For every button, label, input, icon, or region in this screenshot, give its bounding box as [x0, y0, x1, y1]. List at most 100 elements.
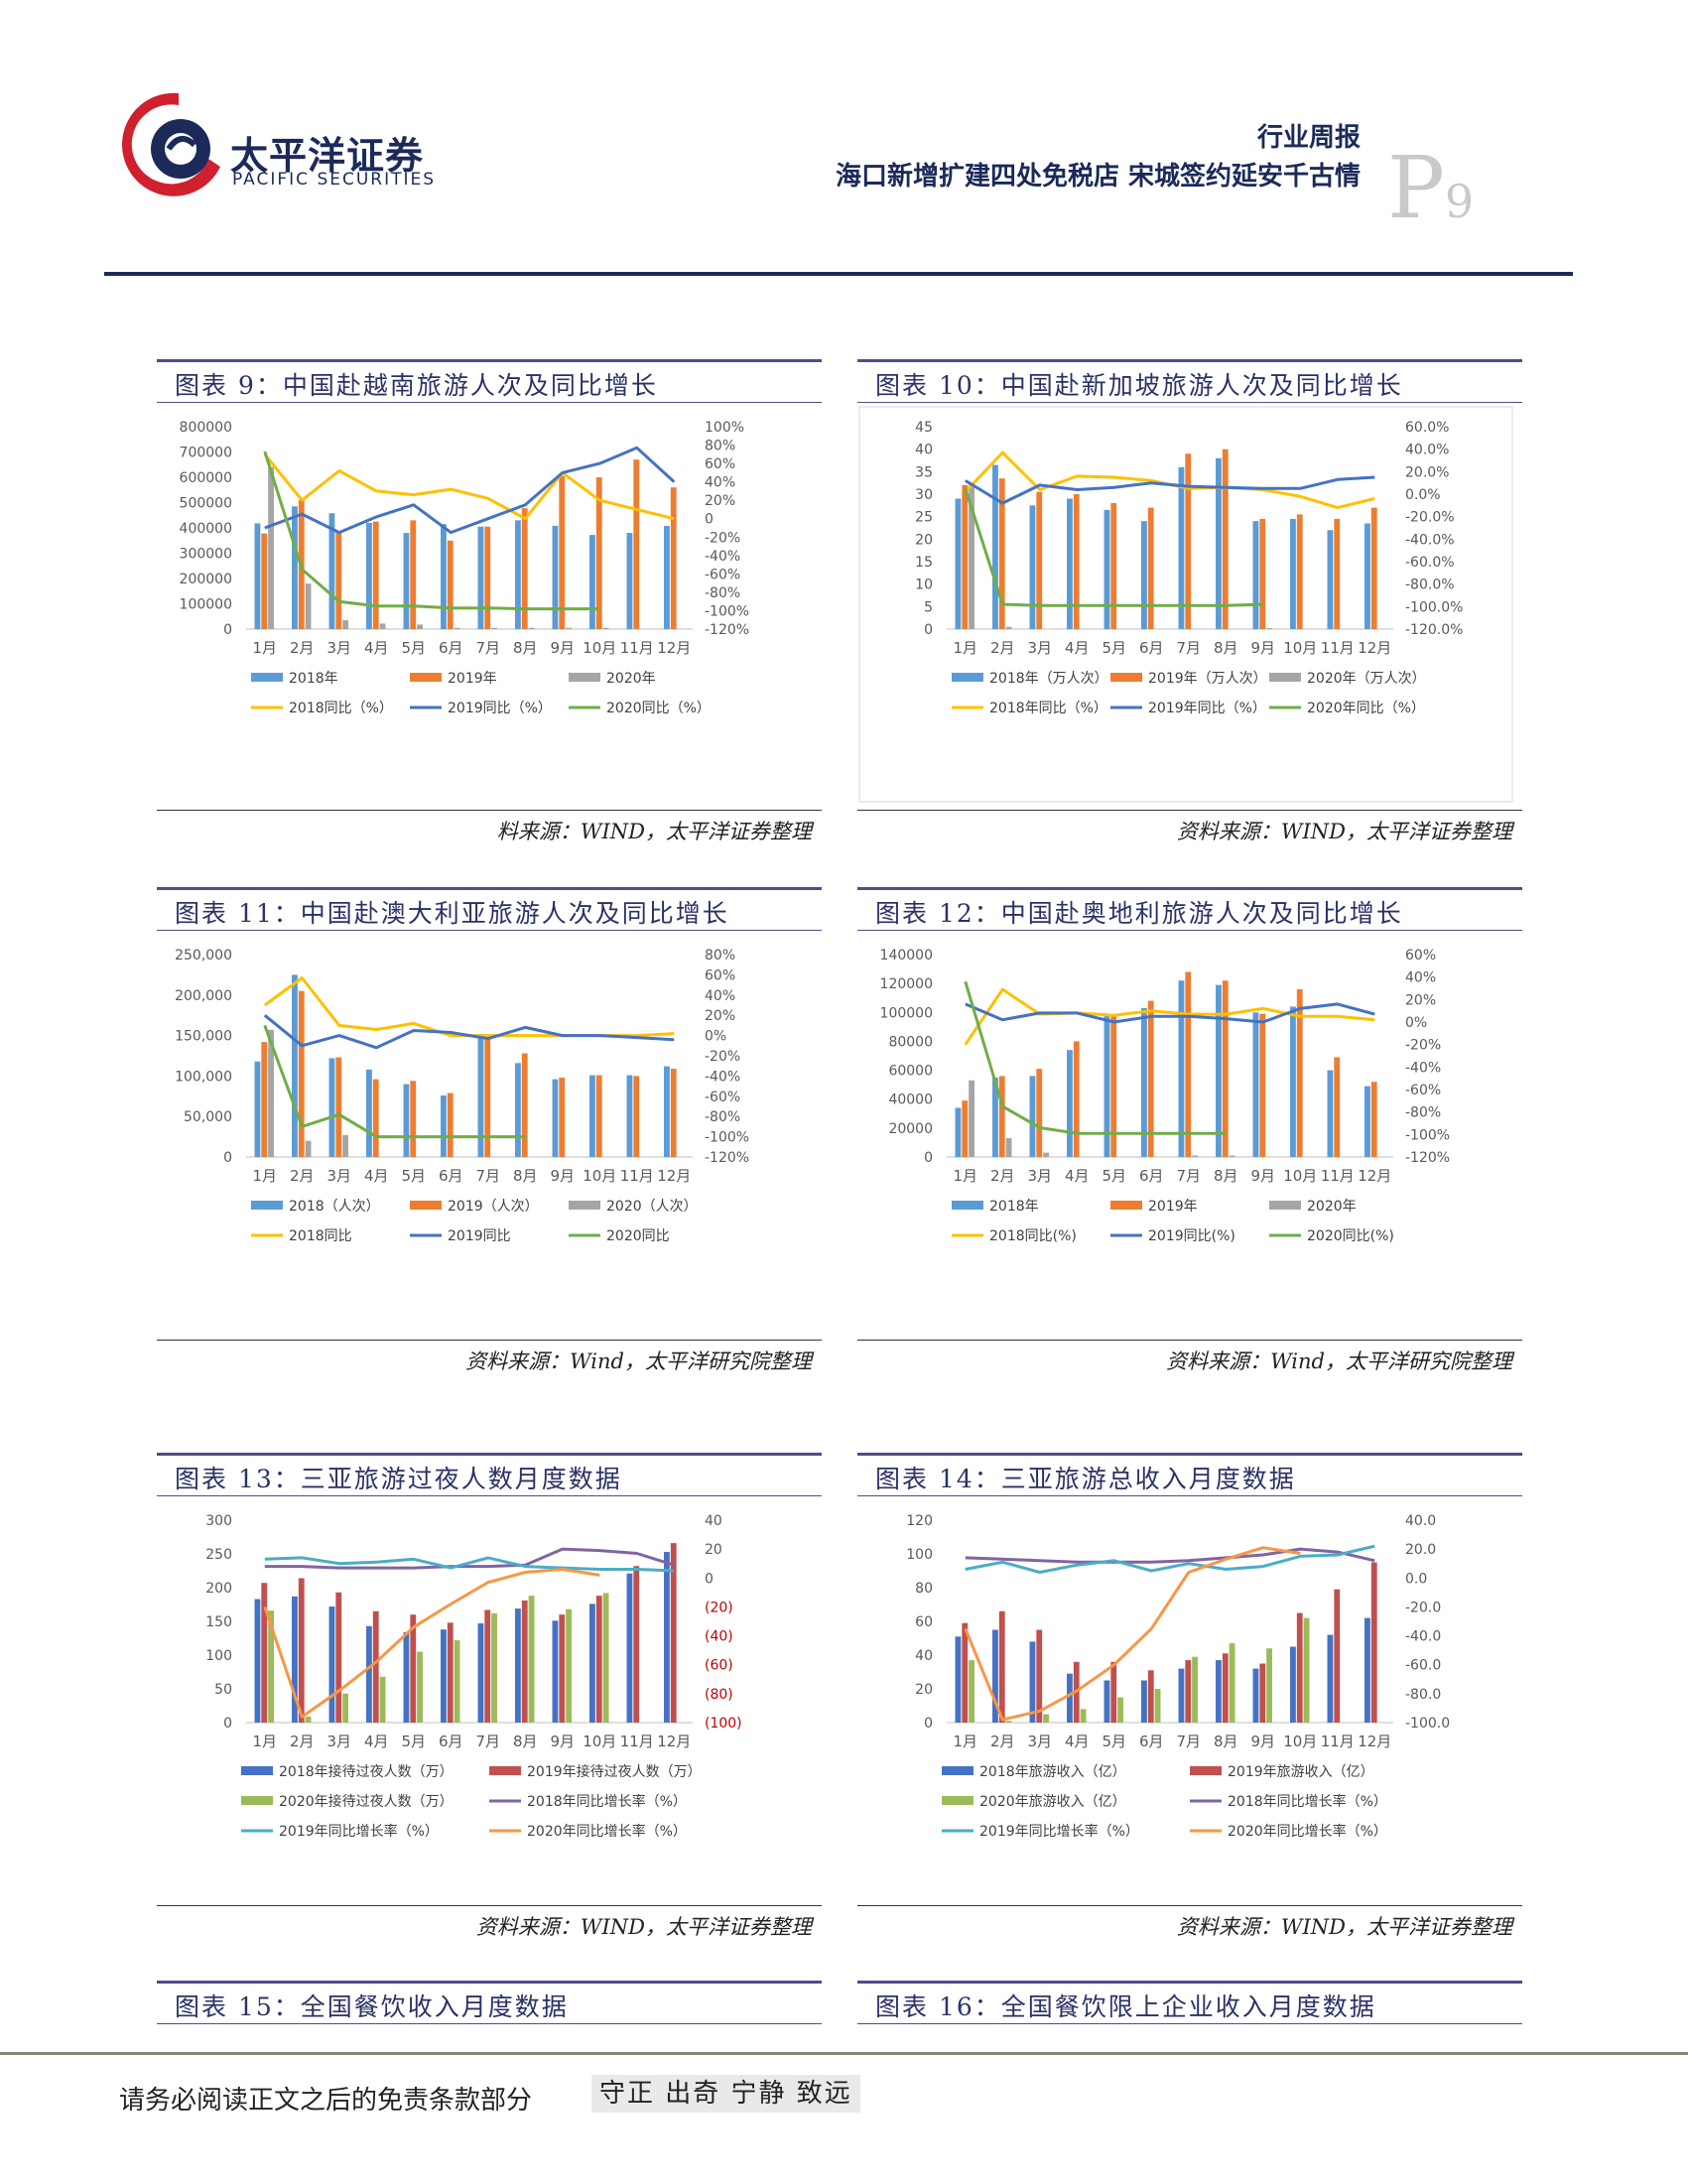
legend-swatch — [241, 1796, 273, 1805]
line-series-2 — [965, 1544, 1375, 1574]
bar-1 — [955, 1636, 962, 1723]
legend-label: 2018年 — [289, 671, 338, 687]
legend-label: 2018年旅游收入（亿） — [979, 1764, 1126, 1780]
bar-3 — [1005, 1138, 1012, 1157]
legend-swatch — [942, 1766, 974, 1775]
legend-swatch — [489, 1766, 521, 1775]
legend-swatch — [1110, 1201, 1142, 1210]
y-right-tick-label: 20.0% — [1405, 464, 1449, 480]
bar-2 — [1259, 518, 1266, 629]
bar-2 — [633, 459, 640, 629]
chart-9: 800000 700000 600000 500000 400000 300000 2000… — [180, 420, 750, 716]
bar-1 — [1141, 521, 1147, 629]
bar-3 — [969, 1080, 974, 1157]
legend-label: 2019年同比增长率（%） — [979, 1823, 1139, 1840]
x-tick-label: 3月 — [326, 639, 351, 657]
legend-label: 2020年旅游收入（亿） — [979, 1794, 1126, 1810]
y-left-tick-label: 20000 — [888, 1121, 933, 1137]
y-left-tick-label: 700000 — [180, 446, 232, 461]
bar-2 — [1110, 1661, 1117, 1723]
bar-2 — [962, 484, 969, 629]
y-right-tick-label: -100.0 — [1405, 1716, 1450, 1732]
figure-rule — [857, 1340, 1522, 1341]
line-series-1 — [263, 452, 675, 521]
y-right-tick-label: -80.0 — [1405, 1687, 1441, 1703]
x-tick-label: 9月 — [550, 1733, 575, 1750]
footer-motto: 守正 出奇 宁静 致远 — [591, 2075, 860, 2113]
y-right-tick-label: -20.0 — [1405, 1600, 1441, 1615]
bar-1 — [1067, 1673, 1073, 1723]
y-right-tick-label: -40% — [705, 1069, 740, 1085]
y-left-tick-label: 200 — [205, 1581, 232, 1597]
figure-rule — [857, 1905, 1522, 1906]
x-tick-label: 9月 — [550, 639, 575, 657]
report-title: 海口新增扩建四处免税店 宋城签约延安千古情 — [835, 162, 1361, 192]
bar-1 — [1290, 1646, 1296, 1723]
legend-swatch — [241, 1766, 273, 1775]
bar-1 — [589, 535, 595, 629]
y-right-tick-label: (40) — [705, 1629, 733, 1645]
line-series-1 — [263, 976, 675, 1038]
bar-1 — [1290, 518, 1296, 629]
legend-swatch — [942, 1796, 974, 1805]
legend-label: 2019同比 — [448, 1228, 511, 1244]
figure-source: 资料来源：WIND，太平洋证券整理 — [1176, 820, 1512, 843]
y-right-tick-label: -60.0% — [1405, 555, 1455, 571]
bar-3 — [454, 1640, 460, 1723]
y-left-tick-label: 0 — [223, 622, 232, 638]
bar-2 — [447, 540, 454, 629]
bar-2 — [335, 1592, 342, 1723]
figure-title: 图表 11：中国赴澳大利亚旅游人次及同比增长 — [157, 887, 822, 931]
page-number: P9 — [1387, 139, 1474, 238]
line-series-1 — [264, 1547, 675, 1570]
legend-swatch — [251, 673, 283, 682]
bar-2 — [521, 508, 528, 629]
legend-label: 2018年接待过夜人数（万） — [279, 1763, 454, 1780]
bar-2 — [298, 990, 305, 1157]
bar-1 — [626, 1075, 633, 1157]
bar-2 — [1334, 1057, 1341, 1157]
bar-2 — [484, 1609, 491, 1723]
x-tick-label: 4月 — [364, 639, 389, 657]
bar-2 — [447, 1092, 454, 1157]
bar-1 — [477, 1033, 484, 1157]
figure-title-text: 图表 16：全国餐饮限上企业收入月度数据 — [875, 1992, 1376, 2021]
footer-rule — [0, 2052, 1688, 2055]
legend-label: 2018年同比增长率（%） — [1228, 1793, 1387, 1810]
y-right-tick-label: -100% — [705, 1130, 749, 1146]
x-tick-label: 12月 — [657, 1733, 691, 1750]
y-right-tick-label: 40.0% — [1405, 443, 1449, 458]
bar-3 — [1117, 1697, 1123, 1723]
bar-2 — [447, 1622, 454, 1723]
bar-3 — [602, 627, 609, 629]
bar-2 — [559, 1078, 566, 1157]
bar-1 — [403, 1084, 410, 1157]
line-series-1 — [965, 1547, 1375, 1564]
y-left-tick-label: 120000 — [880, 976, 933, 992]
bar-1 — [254, 1599, 261, 1723]
x-tick-label: 7月 — [475, 1167, 500, 1185]
figure-rule — [157, 810, 822, 811]
bar-3 — [342, 620, 348, 629]
bar-1 — [1104, 1680, 1110, 1723]
bar-2 — [261, 533, 268, 629]
bar-3 — [1005, 1721, 1012, 1723]
bar-1 — [664, 1066, 670, 1157]
y-left-tick-label: 0 — [924, 1150, 933, 1166]
x-tick-label: 10月 — [1283, 639, 1317, 657]
figure-rule — [157, 1340, 822, 1341]
y-left-tick-label: 500000 — [180, 496, 232, 512]
legend-swatch — [410, 673, 442, 682]
y-right-tick-label: -60% — [705, 1090, 740, 1105]
bar-2 — [410, 520, 417, 629]
y-right-tick-label: -40% — [1405, 1060, 1441, 1076]
y-right-tick-label: 40% — [705, 475, 735, 491]
x-tick-label: 7月 — [475, 639, 500, 657]
chart-frame — [858, 406, 1513, 803]
legend-label: 2020年（万人次） — [1307, 671, 1426, 687]
figure-source: 资料来源：WIND，太平洋证券整理 — [475, 1915, 812, 1939]
y-left-tick-label: 40000 — [888, 1092, 933, 1108]
bar-2 — [1147, 507, 1154, 629]
x-tick-label: 10月 — [1283, 1167, 1317, 1185]
legend-label: 2018同比(%) — [989, 1228, 1077, 1244]
